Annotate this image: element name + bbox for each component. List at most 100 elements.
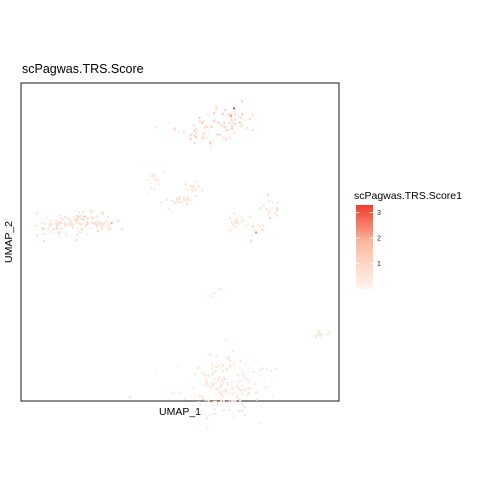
cell-point: [229, 365, 231, 367]
cell-point: [168, 208, 170, 210]
cell-point: [217, 380, 219, 382]
cell-point: [243, 389, 245, 391]
cell-point: [221, 379, 223, 381]
cell-point: [236, 395, 238, 397]
x-axis-label: UMAP_1: [159, 406, 201, 418]
cell-point: [239, 125, 241, 127]
cell-point: [155, 126, 157, 128]
cell-point: [201, 122, 203, 124]
cell-point: [218, 364, 220, 366]
cell-point: [189, 138, 191, 140]
cell-point: [261, 374, 263, 376]
cell-point: [186, 203, 188, 205]
cell-point: [193, 393, 195, 395]
cell-point: [213, 112, 215, 114]
cell-point: [187, 197, 189, 199]
cell-point: [44, 233, 46, 235]
cell-point: [198, 117, 200, 119]
cell-point: [239, 399, 241, 401]
cell-point: [246, 378, 248, 380]
cell-point: [76, 234, 78, 236]
cell-point: [195, 128, 197, 130]
cell-point: [236, 384, 238, 386]
cell-point: [231, 128, 233, 130]
cell-point: [229, 229, 231, 231]
cell-point: [206, 126, 208, 128]
cell-point: [269, 217, 271, 219]
cell-point: [74, 217, 76, 219]
cell-point: [242, 373, 244, 375]
cell-point: [205, 380, 207, 382]
cell-point: [64, 216, 66, 218]
cell-point: [75, 221, 77, 223]
cell-point: [213, 412, 215, 414]
cell-point: [52, 228, 54, 230]
cell-point: [213, 378, 215, 380]
cell-point: [220, 393, 222, 395]
cell-point: [195, 132, 197, 134]
cell-point: [158, 183, 160, 185]
cell-point: [209, 382, 211, 384]
cell-point: [241, 369, 243, 371]
cell-point: [236, 386, 238, 388]
cell-point: [59, 222, 61, 224]
cell-point: [197, 130, 199, 132]
cell-point: [60, 228, 62, 230]
cell-point: [211, 388, 213, 390]
cell-point: [96, 225, 98, 227]
cell-point: [192, 185, 194, 187]
cell-point: [207, 114, 209, 116]
cell-point: [211, 126, 213, 128]
cell-point: [238, 388, 240, 390]
cell-point: [250, 239, 252, 241]
cell-point: [238, 410, 240, 412]
cell-point: [252, 225, 254, 227]
cell-point: [228, 113, 230, 115]
cell-point: [48, 223, 50, 225]
cell-point: [185, 183, 187, 185]
cell-point: [262, 367, 264, 369]
cell-point: [182, 205, 184, 207]
cell-point: [321, 333, 323, 335]
cell-point: [243, 119, 245, 121]
cell-point: [194, 373, 196, 375]
cell-point: [234, 226, 236, 228]
cell-point: [107, 216, 109, 218]
cell-point: [241, 393, 243, 395]
cell-point: [53, 222, 55, 224]
cell-point: [233, 131, 235, 133]
cell-point: [233, 213, 235, 215]
cell-point: [163, 171, 165, 173]
cell-point: [233, 219, 235, 221]
cell-point: [155, 369, 157, 371]
cell-point: [237, 397, 239, 399]
cell-point: [199, 120, 201, 122]
cell-point: [152, 175, 154, 177]
cell-point: [248, 392, 250, 394]
cell-point: [81, 223, 83, 225]
cell-point: [150, 182, 152, 184]
cell-point: [49, 219, 51, 221]
cell-point: [97, 222, 99, 224]
cell-point: [258, 374, 260, 376]
cell-point: [225, 370, 227, 372]
cell-point: [223, 381, 225, 383]
cell-point: [105, 226, 107, 228]
cell-point: [241, 100, 243, 102]
cell-point: [318, 331, 320, 333]
cell-point: [230, 381, 232, 383]
cell-point: [272, 201, 274, 203]
cell-point: [203, 384, 205, 386]
plot-panel: [21, 83, 339, 401]
cell-point: [223, 377, 225, 379]
cell-point: [195, 195, 197, 197]
cell-point: [201, 371, 203, 373]
cell-point: [95, 223, 97, 225]
cell-point: [81, 228, 83, 230]
cell-point: [215, 370, 217, 372]
cell-point: [146, 179, 148, 181]
legend-tick-label: 1: [377, 261, 381, 268]
legend-tick-label: 3: [377, 210, 381, 217]
cell-point: [254, 228, 256, 230]
cell-point: [85, 233, 87, 235]
